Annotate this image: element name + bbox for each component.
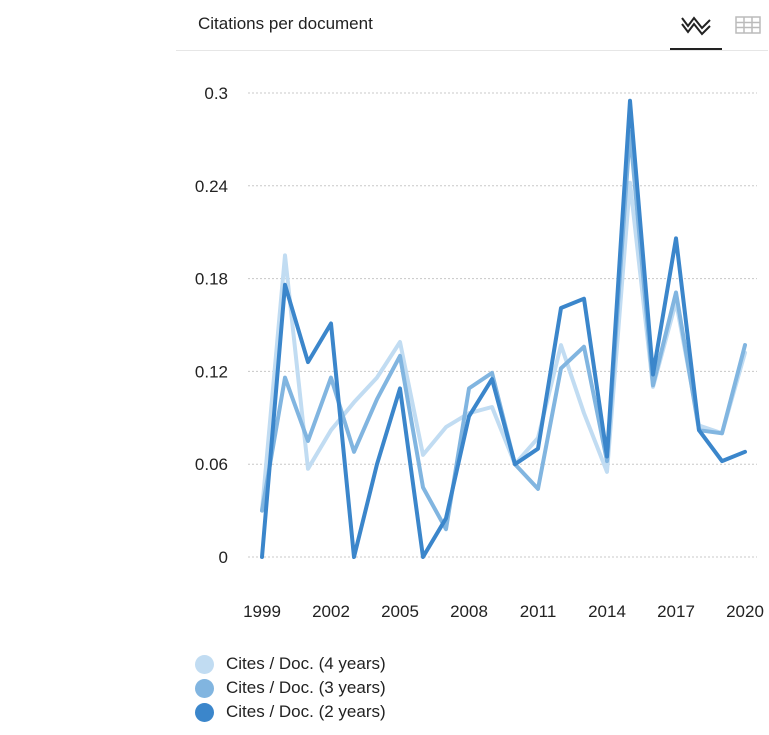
legend-label: Cites / Doc. (2 years) xyxy=(226,702,386,721)
series-line-3 xyxy=(260,98,747,559)
legend-dot-icon xyxy=(195,702,214,722)
table-grid-icon xyxy=(735,16,761,34)
legend-item[interactable]: Cites / Doc. (3 years) xyxy=(195,676,386,700)
legend-label: Cites / Doc. (4 years) xyxy=(226,654,386,673)
legend-dot-icon xyxy=(195,654,214,674)
y-tick-label: 0.24 xyxy=(195,177,228,196)
y-tick-label: 0 xyxy=(219,548,228,567)
series-line-2 xyxy=(260,129,747,532)
x-tick-label: 2002 xyxy=(312,602,350,621)
x-tick-label: 2008 xyxy=(450,602,488,621)
x-tick-label: 2005 xyxy=(381,602,419,621)
line-chart-icon xyxy=(681,16,711,36)
y-tick-label: 0.06 xyxy=(195,455,228,474)
chart-legend: Cites / Doc. (4 years) Cites / Doc. (3 ye… xyxy=(195,652,386,724)
citations-line-chart: 0 0.06 0.12 0.18 0.24 0.3 1999 2002 2005 2008 2011… xyxy=(195,84,764,621)
legend-item[interactable]: Cites / Doc. (4 years) xyxy=(195,652,386,676)
table-view-tab[interactable] xyxy=(724,6,769,48)
chart-header: Citations per document xyxy=(176,0,768,51)
legend-dot-icon xyxy=(195,678,214,698)
x-tick-label: 1999 xyxy=(243,602,281,621)
chart-view-tab[interactable] xyxy=(670,6,722,50)
x-tick-label: 2020 xyxy=(726,602,764,621)
y-tick-label: 0.18 xyxy=(195,270,228,289)
y-tick-label: 0.12 xyxy=(195,362,228,381)
chart-title: Citations per document xyxy=(198,14,373,33)
x-tick-label: 2014 xyxy=(588,602,626,621)
y-tick-label: 0.3 xyxy=(204,84,228,103)
x-tick-label: 2017 xyxy=(657,602,695,621)
x-tick-label: 2011 xyxy=(520,602,557,621)
legend-item[interactable]: Cites / Doc. (2 years) xyxy=(195,700,386,724)
legend-label: Cites / Doc. (3 years) xyxy=(226,678,386,697)
